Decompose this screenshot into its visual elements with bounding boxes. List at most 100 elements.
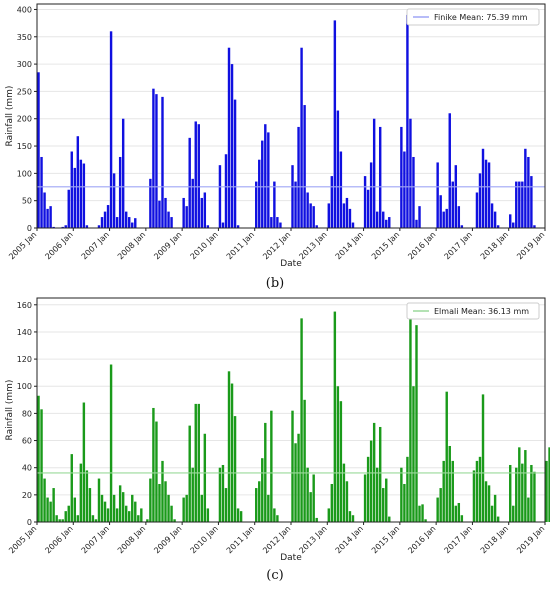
bar (388, 217, 391, 228)
x-tick-label: 2009 Jan (152, 524, 183, 555)
bar (315, 517, 318, 522)
bar (509, 464, 512, 522)
x-tick-label: 2013 Jan (297, 230, 328, 261)
bar (149, 478, 152, 522)
bar (527, 497, 530, 522)
bar (378, 126, 382, 228)
bar (385, 478, 388, 522)
bar (297, 433, 300, 522)
bar (424, 519, 427, 522)
bar (276, 217, 279, 228)
x-tick-label: 2017 Jan (443, 230, 474, 261)
y-tick-label: 100 (17, 382, 32, 391)
bar (363, 474, 367, 522)
bar (439, 195, 442, 228)
bar (351, 515, 355, 522)
bar (409, 118, 412, 228)
x-tick-label: 2013 Jan (297, 524, 328, 555)
legend-box (406, 302, 540, 320)
y-tick-label: 120 (17, 355, 32, 364)
legend-label: Elmali Mean: 36.13 mm (434, 307, 529, 316)
x-tick-label: 2015 Jan (370, 524, 401, 555)
bar (545, 460, 548, 522)
x-tick-label: 2018 Jan (479, 230, 510, 261)
bar (327, 508, 331, 522)
x-axis-label: Date (280, 259, 302, 269)
bar (515, 181, 518, 228)
bar (221, 464, 225, 522)
bar (306, 192, 309, 228)
bar (315, 225, 318, 228)
bar (291, 410, 294, 522)
x-tick-label: 2010 Jan (189, 230, 220, 261)
bar (121, 118, 125, 228)
bar (490, 203, 494, 228)
bar (363, 176, 367, 228)
bar (418, 505, 421, 522)
bar (294, 181, 297, 228)
bar (366, 189, 370, 228)
bar (82, 402, 86, 522)
bar (188, 425, 191, 522)
bar (306, 467, 309, 522)
bar (487, 485, 491, 522)
bar (369, 440, 373, 522)
bar (79, 159, 83, 228)
bar (412, 156, 415, 228)
bar (82, 163, 86, 228)
bar (303, 399, 306, 522)
bar (327, 203, 331, 228)
bar (475, 192, 479, 228)
bar (230, 383, 234, 522)
bar (218, 165, 222, 228)
bar (67, 505, 70, 522)
bar (339, 401, 343, 522)
bar (161, 460, 164, 522)
bar (152, 407, 155, 522)
bar (345, 197, 349, 228)
bar (37, 395, 40, 522)
bar (448, 445, 451, 522)
x-tick-label: 2012 Jan (261, 524, 292, 555)
bar (527, 156, 530, 228)
bar (279, 222, 282, 228)
bar (128, 217, 131, 228)
bar (206, 508, 210, 522)
bar (270, 217, 273, 228)
bar (46, 497, 49, 522)
y-tick-label: 200 (17, 115, 32, 124)
finike-rainfall-chart: 0 50 100 150 200 250 300 350 400 2005 Jan 2006 Jan… (5, 3, 546, 269)
bar (197, 403, 200, 522)
x-tick-label: 2005 Jan (7, 230, 38, 261)
x-tick-label: 2016 Jan (406, 524, 437, 555)
bar (134, 501, 137, 522)
bar (518, 181, 521, 228)
bar (203, 192, 207, 228)
bar (333, 20, 337, 228)
bar (61, 519, 64, 522)
bar (303, 105, 306, 228)
bar (158, 200, 161, 228)
bar (333, 311, 337, 522)
bar (164, 197, 167, 228)
bar (88, 488, 92, 522)
bar (409, 308, 412, 522)
bar (185, 494, 188, 522)
y-tick-label: 40 (22, 464, 32, 473)
x-tick-label: 2008 Jan (116, 524, 147, 555)
bar (487, 162, 491, 228)
x-tick-label: 2010 Jan (189, 524, 220, 555)
bar (375, 211, 379, 228)
bar (457, 502, 461, 522)
bar (203, 433, 207, 522)
bar (512, 505, 515, 522)
bar (233, 99, 237, 228)
bar (64, 511, 67, 522)
bar (297, 126, 300, 228)
bar (521, 181, 524, 228)
bar (40, 409, 43, 522)
bar (85, 470, 89, 522)
bar (149, 178, 152, 228)
bar (273, 508, 276, 522)
